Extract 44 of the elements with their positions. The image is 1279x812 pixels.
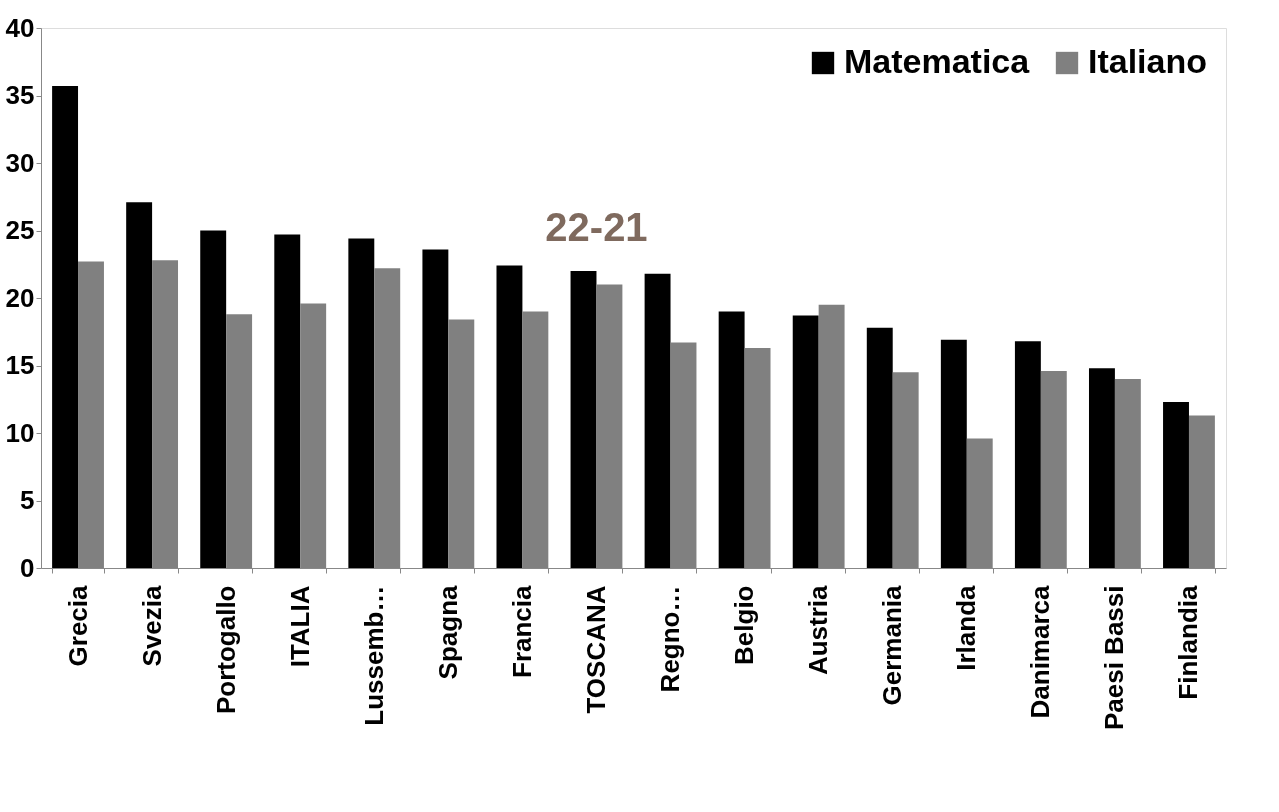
x-tick-label: Francia (506, 584, 537, 678)
bar (866, 327, 893, 568)
x-tick-label: ITALIA (284, 585, 315, 668)
annotation: 22-21 (545, 205, 648, 249)
bar (126, 202, 153, 568)
x-tick-label: Austria (803, 584, 834, 676)
bar (718, 311, 745, 568)
bar (570, 271, 597, 568)
bar (792, 315, 819, 568)
y-tick-label: 5 (20, 485, 35, 515)
x-tick-label: Svezia (136, 584, 167, 667)
x-tick-label: Danimarca (1025, 584, 1056, 719)
bar (1088, 368, 1115, 568)
y-tick-label: 15 (5, 350, 35, 380)
x-tick-label: Belgio (729, 585, 760, 665)
bar (348, 238, 375, 568)
bar (940, 339, 967, 568)
bar (1163, 401, 1189, 568)
bar (1014, 341, 1041, 568)
bar (274, 234, 301, 568)
x-tick-label: Finlandia (1173, 584, 1204, 700)
legend-label: Matematica (844, 42, 1031, 80)
y-tick-label: 30 (5, 147, 35, 178)
bar (644, 273, 671, 568)
x-tick-label: Lussemb… (358, 585, 389, 726)
bar (200, 230, 227, 568)
x-tick-label: Paesi Bassi (1099, 585, 1130, 731)
y-tick-label: 0 (20, 552, 35, 583)
x-tick-label: Regno… (655, 585, 686, 693)
x-tick-label: Portogallo (210, 585, 241, 715)
bar (496, 265, 523, 568)
bar (52, 86, 79, 568)
x-tick-label: TOSCANA (580, 585, 611, 714)
y-tick-label: 40 (5, 12, 35, 43)
y-tick-label: 10 (5, 417, 35, 448)
x-tick-label: Germania (877, 584, 908, 706)
y-tick-label: 35 (5, 80, 35, 110)
legend-label: Italiano (1088, 42, 1208, 80)
x-tick-label: Grecia (62, 584, 93, 667)
x-tick-label: Spagna (432, 584, 463, 680)
y-tick-label: 20 (5, 282, 35, 313)
y-tick-label: 25 (5, 215, 35, 245)
x-tick-label: Irlanda (951, 584, 982, 671)
bar (422, 249, 449, 568)
